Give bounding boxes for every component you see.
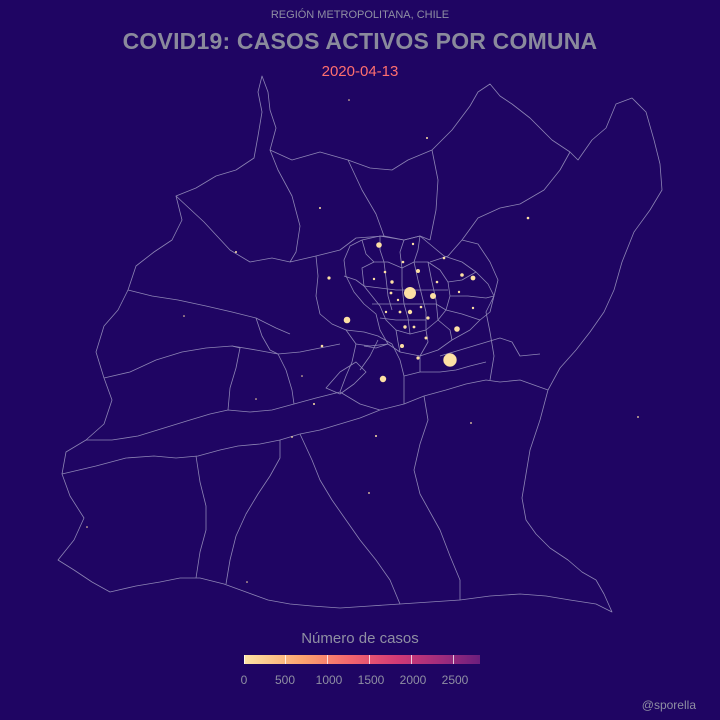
map-date: 2020-04-13	[321, 63, 399, 80]
case-bubble-san-bernardo	[379, 375, 387, 383]
case-bubble	[412, 325, 416, 329]
case-bubble	[401, 260, 405, 264]
case-bubble	[368, 492, 370, 494]
case-bubble-lo-barnechea	[376, 242, 382, 248]
case-bubble	[407, 309, 413, 315]
case-bubble-puente-alto	[443, 353, 457, 367]
case-bubble	[348, 99, 350, 101]
legend-tick-mark	[285, 655, 286, 664]
legend-title: Número de casos	[301, 630, 419, 647]
case-bubble-las-condes	[430, 293, 436, 299]
case-bubble	[457, 290, 461, 294]
region-boundary	[57, 75, 663, 613]
case-bubble	[320, 344, 324, 348]
case-bubble	[416, 269, 420, 273]
case-bubble	[301, 375, 303, 377]
case-bubble	[400, 344, 404, 348]
case-bubble	[637, 416, 639, 418]
case-bubble	[183, 315, 185, 317]
case-bubble	[390, 280, 394, 284]
case-bubble	[471, 306, 475, 310]
legend-tick-mark	[327, 655, 328, 664]
case-bubble	[384, 310, 388, 314]
case-bubble	[419, 305, 423, 309]
legend-label: 2500	[441, 673, 469, 687]
case-bubble	[246, 581, 248, 583]
region-subtitle: REGIÓN METROPOLITANA, CHILE	[270, 9, 450, 21]
case-bubble	[442, 256, 446, 260]
legend-label: 1500	[357, 673, 385, 687]
case-bubble-vitacura	[470, 275, 476, 281]
case-bubble	[460, 273, 464, 277]
case-bubble	[426, 316, 430, 320]
legend-label: 2000	[399, 673, 427, 687]
case-bubble	[313, 403, 315, 405]
legend-tick-mark	[453, 655, 454, 664]
case-bubble	[396, 298, 400, 302]
case-bubble-maipu	[343, 316, 351, 324]
case-bubble	[372, 277, 376, 281]
legend-label: 0	[240, 673, 248, 687]
case-bubble	[235, 251, 237, 253]
case-bubble	[86, 526, 88, 528]
case-bubble	[389, 291, 393, 295]
author-credit: @sporella	[641, 698, 696, 712]
case-bubble	[416, 356, 420, 360]
legend-tick-mark	[411, 655, 412, 664]
case-bubble	[411, 242, 415, 246]
case-bubble	[327, 276, 331, 280]
case-bubble-penalolen	[454, 326, 460, 332]
map-title: COVID19: CASOS ACTIVOS POR COMUNA	[122, 28, 598, 54]
case-bubble-santiago	[404, 287, 416, 299]
case-bubble	[526, 216, 530, 220]
case-bubbles	[86, 99, 639, 583]
case-bubble	[398, 310, 402, 314]
case-bubble	[255, 398, 257, 400]
legend-label: 1000	[315, 673, 343, 687]
case-bubble	[403, 325, 407, 329]
legend-label: 500	[274, 673, 296, 687]
case-bubble	[383, 270, 387, 274]
case-bubble	[375, 435, 377, 437]
case-bubble	[435, 280, 439, 284]
legend-tick-mark	[369, 655, 370, 664]
legend-color-bar	[244, 655, 480, 664]
case-bubble	[291, 436, 293, 438]
legend-tick-mark	[244, 655, 245, 664]
case-bubble	[424, 336, 428, 340]
case-bubble	[426, 137, 428, 139]
case-bubble	[319, 207, 321, 209]
case-bubble	[470, 422, 472, 424]
